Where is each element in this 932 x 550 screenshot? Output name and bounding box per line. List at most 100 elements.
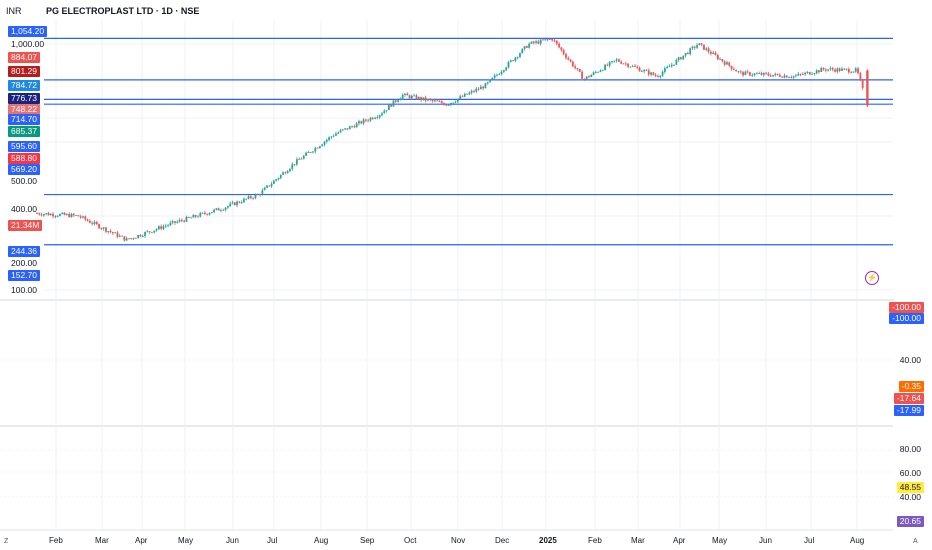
candle-body [176,221,179,223]
auto-scale-corner[interactable]: A [913,538,918,545]
symbol-title[interactable]: PG ELECTROPLAST LTD · 1D · NSE [46,6,200,16]
indicator2-label: 60.00 [899,468,921,478]
candle-body [256,194,259,196]
candle-body [788,77,790,79]
candle-body [187,216,190,218]
candle-body [827,69,830,71]
candle-body [217,208,220,211]
candle-body [755,73,758,75]
candle-body [489,79,491,83]
candle-body [569,59,572,62]
candle-body [578,69,581,72]
candle-body [169,222,172,226]
candle-body [245,198,248,200]
candle-body [240,202,243,204]
candle-body [49,213,52,216]
candle-body [98,224,100,229]
candle-body [378,115,381,118]
candle-body [141,236,144,237]
candle-body [640,71,643,73]
candle-body [795,75,797,77]
candle-body [601,70,604,71]
candle-body [201,212,204,214]
candle-body [332,135,335,137]
candle-body [613,60,616,62]
candle-body [854,68,857,72]
candle-body [390,104,393,107]
candle-body [100,228,103,230]
candle-body [134,237,137,239]
candle-body [300,158,303,160]
price-tag: 588.80 [8,153,40,164]
candle-body [845,68,848,70]
candle-body [707,48,710,52]
candle-body [137,235,140,238]
y-tick-label: 400.00 [11,204,37,214]
candle-body [144,232,146,237]
candle-body [151,231,153,233]
indicator2-label: 48.55 [896,482,924,493]
candle-body [401,94,404,99]
candle-body [291,164,294,169]
candle-body [622,63,625,65]
candle-body [247,196,250,199]
candle-body [369,117,372,121]
candle-body [427,99,429,101]
candle-body [215,208,218,210]
candle-body [500,71,503,75]
candle-body [383,110,386,114]
candle-body [275,179,278,181]
candle-body [682,55,685,60]
candle-body [477,88,480,90]
candle-body [657,75,659,77]
candle-body [282,172,284,175]
candle-body [560,47,563,51]
x-tick-label: Mar [95,536,109,545]
price-tag: 595.60 [8,141,40,152]
candle-body [542,39,544,41]
lightning-icon[interactable]: ⚡ [865,271,879,285]
candle-body [859,73,862,81]
candle-body [337,132,340,134]
x-tick-label: Nov [451,536,466,545]
candle-body [394,100,397,102]
x-tick-label: May [712,536,728,545]
candle-body [148,231,151,233]
candle-body [174,221,176,223]
candle-body [114,232,117,234]
candle-body [537,41,540,44]
price-tag: 714.70 [8,114,40,125]
candle-body [91,222,94,224]
candle-body [116,232,119,237]
candle-body [643,70,646,72]
candle-body [532,41,535,43]
candle-body [323,141,326,145]
candle-body [456,98,459,102]
candle-body [374,117,376,119]
price-tag: 685.37 [8,126,40,137]
candle-body [399,98,402,101]
zoom-corner-left[interactable]: Z [4,538,9,545]
indicator1-label: -17.99 [893,405,924,416]
candle-body [450,102,452,105]
candle-body [410,95,413,99]
x-tick-label: Oct [404,536,417,545]
candle-body [233,202,236,206]
candle-body [588,76,590,78]
candle-body [553,40,556,42]
candle-body [404,93,406,95]
candle-body [732,68,735,70]
candle-body [213,209,215,213]
candle-body [429,99,432,100]
candle-body [277,177,280,180]
candle-body [279,174,282,178]
candle-body [424,97,427,101]
candle-body [445,104,448,106]
candle-body [59,214,61,216]
candle-body [312,151,314,153]
y-tick-label: 100.00 [11,285,37,295]
candle-body [259,194,261,196]
candle-body [691,46,694,49]
candle-body [696,45,698,48]
